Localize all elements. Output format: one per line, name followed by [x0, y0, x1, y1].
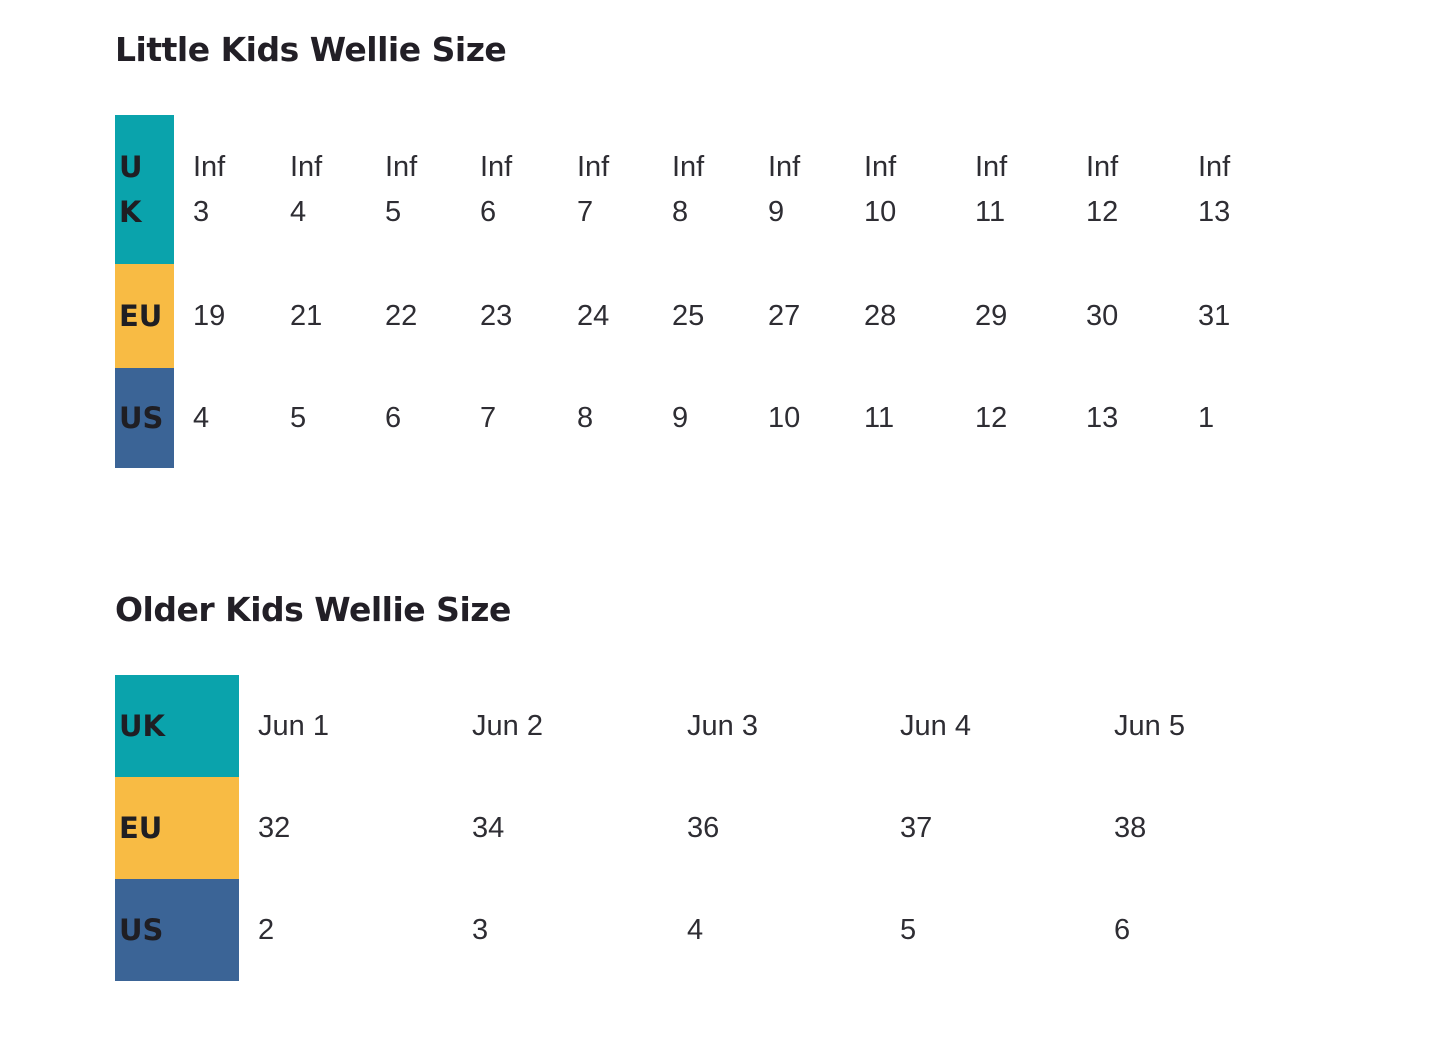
size-cell: 7	[480, 401, 497, 434]
row-label-us: US	[115, 879, 239, 981]
row-label-uk: UK	[115, 675, 239, 777]
size-cell: 31	[1198, 299, 1231, 332]
size-cell: 8	[577, 401, 594, 434]
size-cell: Inf 9	[768, 150, 801, 228]
size-cell: Inf 5	[385, 150, 418, 228]
size-cell: Inf 7	[577, 150, 610, 228]
size-cell: Jun 2	[472, 709, 543, 742]
size-cell: 30	[1086, 299, 1119, 332]
size-cell: 12	[975, 401, 1008, 434]
size-cell: 6	[385, 401, 402, 434]
table-row-us: US 2 3 4 5 6	[115, 879, 1309, 981]
size-cell: 6	[1114, 913, 1131, 946]
table-row-eu: EU 32 34 36 37 38	[115, 777, 1309, 879]
row-label-text: US	[119, 912, 164, 947]
size-cell: Inf 11	[975, 150, 1008, 228]
size-cell: 3	[472, 913, 489, 946]
size-cell: 4	[193, 401, 210, 434]
size-cell: 13	[1086, 401, 1119, 434]
row-label-text: EU	[119, 298, 163, 333]
row-label-text: UK	[119, 708, 166, 743]
size-cell: 4	[687, 913, 704, 946]
row-label-text: UK	[119, 149, 143, 229]
older-kids-size-table: UK Jun 1 Jun 2 Jun 3 Jun 4 Jun 5 EU 32 3…	[115, 675, 1309, 981]
size-cell: 37	[900, 811, 933, 844]
size-cell: 27	[768, 299, 801, 332]
size-cell: 38	[1114, 811, 1147, 844]
size-cell: 5	[290, 401, 307, 434]
size-cell: Inf 13	[1198, 150, 1231, 228]
row-label-eu: EU	[115, 264, 174, 368]
size-cell: 22	[385, 299, 418, 332]
size-cell: 1	[1198, 401, 1215, 434]
size-cell: 5	[900, 913, 917, 946]
size-cell: Inf 8	[672, 150, 705, 228]
size-cell: 24	[577, 299, 610, 332]
row-label-us: US	[115, 368, 174, 468]
size-cell: 11	[864, 401, 895, 434]
table-row-uk: UK Inf 3 Inf 4 Inf 5 Inf 6 Inf 7 Inf 8 I…	[115, 115, 1291, 264]
size-cell: 9	[672, 401, 689, 434]
older-kids-table-title: Older Kids Wellie Size	[115, 590, 511, 629]
size-cell: Jun 1	[258, 709, 329, 742]
row-label-text: EU	[119, 810, 163, 845]
size-cell: 25	[672, 299, 705, 332]
row-label-eu: EU	[115, 777, 239, 879]
size-cell: Inf 10	[864, 150, 897, 228]
size-cell: 28	[864, 299, 897, 332]
table-row-us: US 4 5 6 7 8 9 10 11 12 13 1	[115, 368, 1291, 468]
size-cell: Jun 5	[1114, 709, 1185, 742]
size-cell: Inf 12	[1086, 150, 1119, 228]
size-cell: Inf 6	[480, 150, 513, 228]
size-cell: 29	[975, 299, 1008, 332]
size-cell: Jun 4	[900, 709, 971, 742]
size-cell: 21	[290, 299, 323, 332]
size-cell: 32	[258, 811, 291, 844]
row-label-text: US	[119, 400, 164, 435]
row-label-uk: UK	[115, 115, 174, 264]
table-row-eu: EU 19 21 22 23 24 25 27 28 29 30 31	[115, 264, 1291, 368]
size-cell: 23	[480, 299, 513, 332]
table-row-uk: UK Jun 1 Jun 2 Jun 3 Jun 4 Jun 5	[115, 675, 1309, 777]
size-cell: 34	[472, 811, 505, 844]
size-cell: Jun 3	[687, 709, 758, 742]
size-cell: 19	[193, 299, 226, 332]
little-kids-table-title: Little Kids Wellie Size	[115, 30, 507, 69]
size-cell: 36	[687, 811, 720, 844]
size-cell: 10	[768, 401, 801, 434]
little-kids-size-table: UK Inf 3 Inf 4 Inf 5 Inf 6 Inf 7 Inf 8 I…	[115, 115, 1291, 468]
size-cell: Inf 3	[193, 150, 226, 228]
size-cell: Inf 4	[290, 150, 323, 228]
size-cell: 2	[258, 913, 275, 946]
